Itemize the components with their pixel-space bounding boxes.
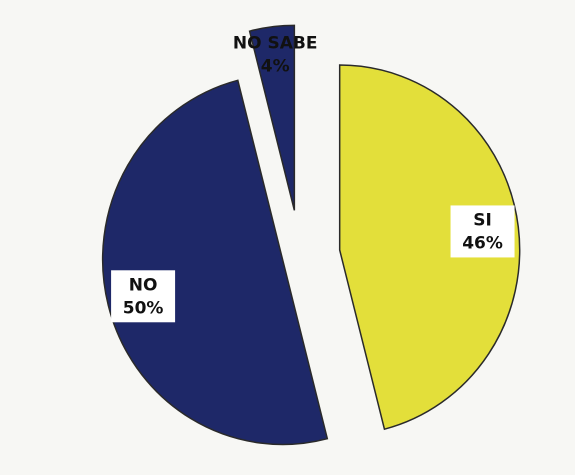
slice-label: SI (473, 210, 492, 230)
label-box (111, 270, 176, 323)
value-label: 4% (261, 56, 290, 76)
pie-slice (101, 79, 329, 446)
slice-label: NO (129, 275, 158, 295)
value-label: 50% (123, 298, 164, 318)
pie-slice (338, 64, 521, 431)
value-label: 46% (462, 233, 503, 253)
label-box (450, 205, 515, 258)
pie-slice (248, 24, 296, 211)
slice-label: NO SABE (233, 33, 318, 53)
